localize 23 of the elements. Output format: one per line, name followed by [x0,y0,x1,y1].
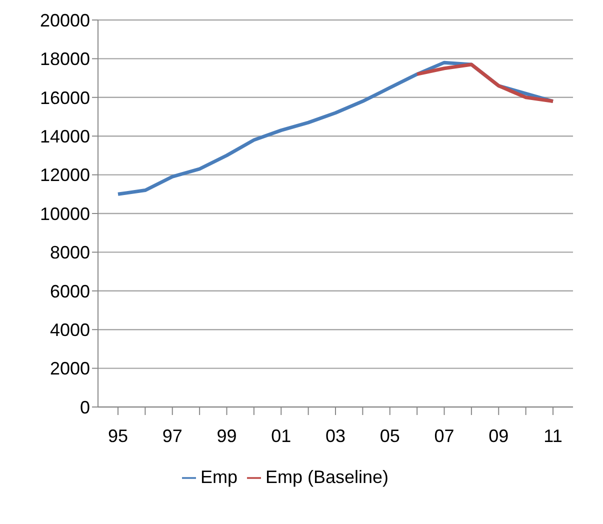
y-tick-label: 10000 [40,204,90,224]
x-tick-label: 05 [380,426,400,446]
x-tick-label: 11 [544,426,562,446]
y-tick-label: 0 [80,397,90,418]
y-tick-label: 12000 [40,165,90,186]
y-tick-label: 20000 [40,10,90,30]
y-tick-label: 8000 [50,242,90,263]
x-tick-label: 07 [434,426,454,446]
x-tick-label: 01 [271,426,292,446]
y-tick-label: 2000 [50,358,90,379]
x-tick-label: 03 [325,426,346,446]
x-tick-label: 97 [162,426,182,446]
x-tick-label: 99 [216,426,237,446]
x-tick-label: 95 [108,426,128,446]
y-tick-label: 14000 [40,126,90,146]
legend-label: Emp [200,467,238,487]
line-series [415,62,555,104]
y-tick-label: 18000 [40,49,90,70]
y-tick-label: 4000 [50,320,90,340]
x-tick-label: 09 [488,426,509,446]
legend-label: Emp (Baseline) [265,467,389,487]
y-tick-label: 16000 [40,88,90,108]
y-tick-label: 6000 [50,281,90,302]
